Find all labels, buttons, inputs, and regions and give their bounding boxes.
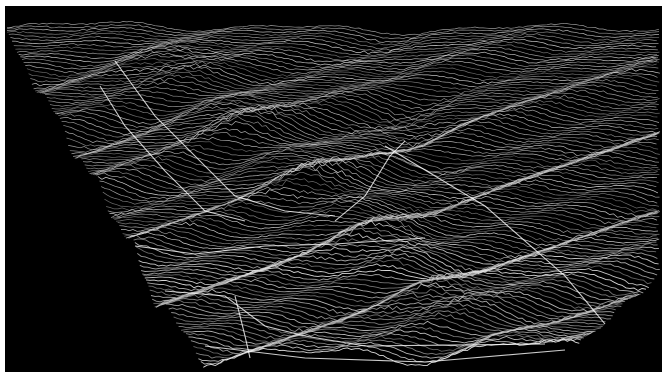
ridge-line	[204, 345, 566, 363]
profile-line	[61, 105, 658, 141]
ridge-line	[384, 145, 606, 325]
profile-line	[15, 41, 660, 59]
profile-line	[46, 92, 659, 118]
profile-line	[94, 157, 659, 194]
profile-line	[6, 20, 660, 36]
profile-line	[139, 249, 660, 277]
profile-line	[200, 338, 582, 365]
profile-line	[141, 253, 658, 278]
profile-line	[91, 157, 660, 187]
profile-line	[107, 186, 660, 217]
profile-line	[149, 273, 638, 300]
profile-line	[193, 331, 590, 356]
profile-line	[12, 38, 657, 55]
ridge-lines	[99, 60, 606, 363]
profile-line	[142, 255, 655, 280]
profile-line	[137, 243, 658, 273]
profile-line	[150, 272, 640, 302]
profile-line	[127, 213, 660, 250]
profile-line	[133, 227, 658, 264]
profile-line	[68, 113, 657, 152]
ridge-line	[99, 85, 246, 222]
profile-line	[56, 104, 657, 131]
profile-line	[26, 58, 660, 78]
profile-line	[97, 160, 659, 199]
profile-line	[190, 329, 592, 355]
profile-line	[63, 107, 660, 144]
profile-line	[106, 179, 659, 214]
profile-line	[166, 296, 615, 327]
profile-line	[181, 317, 602, 344]
profile-line	[13, 40, 658, 57]
profile-line	[89, 158, 658, 184]
profile-line	[18, 45, 659, 63]
profile-line	[73, 127, 658, 157]
profile-line	[16, 42, 658, 61]
ridge-line	[114, 60, 336, 217]
profile-line	[102, 171, 659, 209]
profile-line	[198, 335, 583, 362]
profile-line	[43, 86, 660, 111]
profile-line	[58, 103, 659, 134]
terrain-canvas	[5, 6, 662, 372]
profile-line	[101, 166, 658, 207]
profile-line	[36, 71, 657, 95]
profile-line	[59, 106, 661, 138]
profile-line	[7, 29, 660, 46]
profile-line	[183, 320, 596, 345]
profile-line	[99, 163, 660, 204]
profile-line	[38, 74, 659, 97]
profile-line	[69, 115, 658, 153]
profile-line	[6, 26, 660, 43]
profile-line	[145, 267, 647, 292]
wireframe-terrain-graphic	[6, 20, 661, 368]
profile-line	[8, 32, 657, 50]
ridge-line	[164, 290, 546, 347]
profile-lines	[6, 20, 661, 368]
profile-line	[185, 325, 595, 348]
profile-line	[163, 295, 616, 324]
profile-line	[147, 269, 644, 294]
profile-line	[10, 35, 659, 52]
profile-line	[28, 59, 657, 81]
profile-line	[53, 100, 658, 128]
profile-line	[115, 204, 657, 230]
profile-line	[21, 49, 659, 69]
profile-line	[48, 94, 657, 121]
profile-line	[120, 212, 658, 239]
profile-line	[6, 24, 660, 40]
profile-line	[33, 65, 658, 90]
ridge-line	[234, 295, 251, 359]
ridge-line	[334, 140, 406, 222]
profile-line	[35, 68, 660, 92]
profile-line	[51, 98, 660, 127]
profile-line	[23, 51, 660, 71]
profile-line	[134, 233, 659, 266]
profile-line	[135, 237, 657, 269]
profile-line	[92, 156, 658, 190]
profile-line	[49, 95, 659, 123]
profile-line	[138, 246, 659, 275]
profile-line	[20, 47, 657, 66]
ridge-line	[134, 237, 426, 255]
profile-line	[71, 121, 660, 155]
profile-line	[109, 189, 658, 220]
profile-line	[151, 274, 637, 305]
profile-line	[64, 108, 658, 148]
profile-line	[168, 299, 613, 329]
profile-line	[96, 159, 657, 196]
profile-line	[55, 102, 660, 130]
profile-line	[30, 60, 659, 83]
profile-line	[131, 219, 660, 259]
profile-line	[25, 54, 658, 75]
profile-line	[66, 110, 659, 149]
profile-line	[31, 63, 660, 87]
profile-line	[148, 273, 641, 296]
